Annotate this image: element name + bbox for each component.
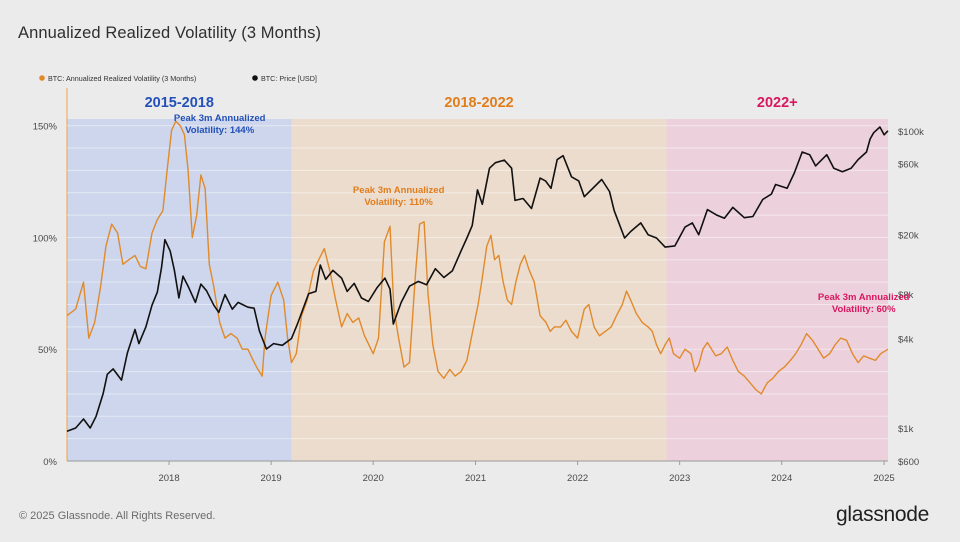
- annotation-1-line-1: Volatility: 110%: [364, 197, 433, 208]
- annotation-2-line-1: Volatility: 60%: [832, 304, 896, 315]
- y-right-tick-label: $4k: [898, 335, 914, 346]
- copyright-text: © 2025 Glassnode. All Rights Reserved.: [19, 510, 216, 522]
- chart-title: Annualized Realized Volatility (3 Months…: [18, 24, 322, 42]
- x-tick-label: 2018: [158, 473, 179, 484]
- y-left-tick-label: 0%: [43, 457, 57, 468]
- legend-marker-1: [252, 75, 258, 81]
- y-left-tick-label: 50%: [38, 345, 58, 356]
- x-tick-label: 2024: [771, 473, 792, 484]
- y-left-tick-label: 150%: [33, 122, 58, 133]
- x-tick-label: 2019: [261, 473, 282, 484]
- glassnode-logo: glassnode: [836, 503, 930, 526]
- x-tick-label: 2023: [669, 473, 690, 484]
- regime-label-2: 2022+: [757, 95, 798, 111]
- x-tick-label: 2020: [363, 473, 384, 484]
- y-right-tick-label: $60k: [898, 160, 919, 171]
- regime-band-1: [291, 119, 667, 461]
- regime-band-2: [666, 119, 888, 461]
- regime-label-1: 2018-2022: [444, 95, 513, 111]
- x-tick-label: 2021: [465, 473, 486, 484]
- volatility-series-line: [66, 120, 889, 395]
- regime-label-0: 2015-2018: [145, 95, 214, 111]
- legend-label-0: BTC: Annualized Realized Volatility (3 M…: [48, 74, 196, 83]
- x-tick-label: 2025: [874, 473, 895, 484]
- x-tick-label: 2022: [567, 473, 588, 484]
- y-right-tick-label: $20k: [898, 231, 919, 242]
- y-right-tick-label: $1k: [898, 424, 914, 435]
- legend-marker-0: [39, 75, 45, 81]
- annotation-0-line-0: Peak 3m Annualized: [174, 113, 266, 124]
- legend-label-1: BTC: Price [USD]: [261, 74, 317, 83]
- y-right-tick-label: $100k: [898, 127, 924, 138]
- price-series-line: [66, 126, 889, 433]
- annotation-2-line-0: Peak 3m Annualized: [818, 292, 910, 303]
- annotation-1-line-0: Peak 3m Annualized: [353, 185, 445, 196]
- y-right-tick-label: $8k: [898, 290, 914, 301]
- y-left-tick-label: 100%: [33, 233, 58, 244]
- regime-band-0: [67, 119, 292, 461]
- y-right-tick-label: $600: [898, 457, 919, 468]
- annotation-0-line-1: Volatility: 144%: [185, 125, 255, 136]
